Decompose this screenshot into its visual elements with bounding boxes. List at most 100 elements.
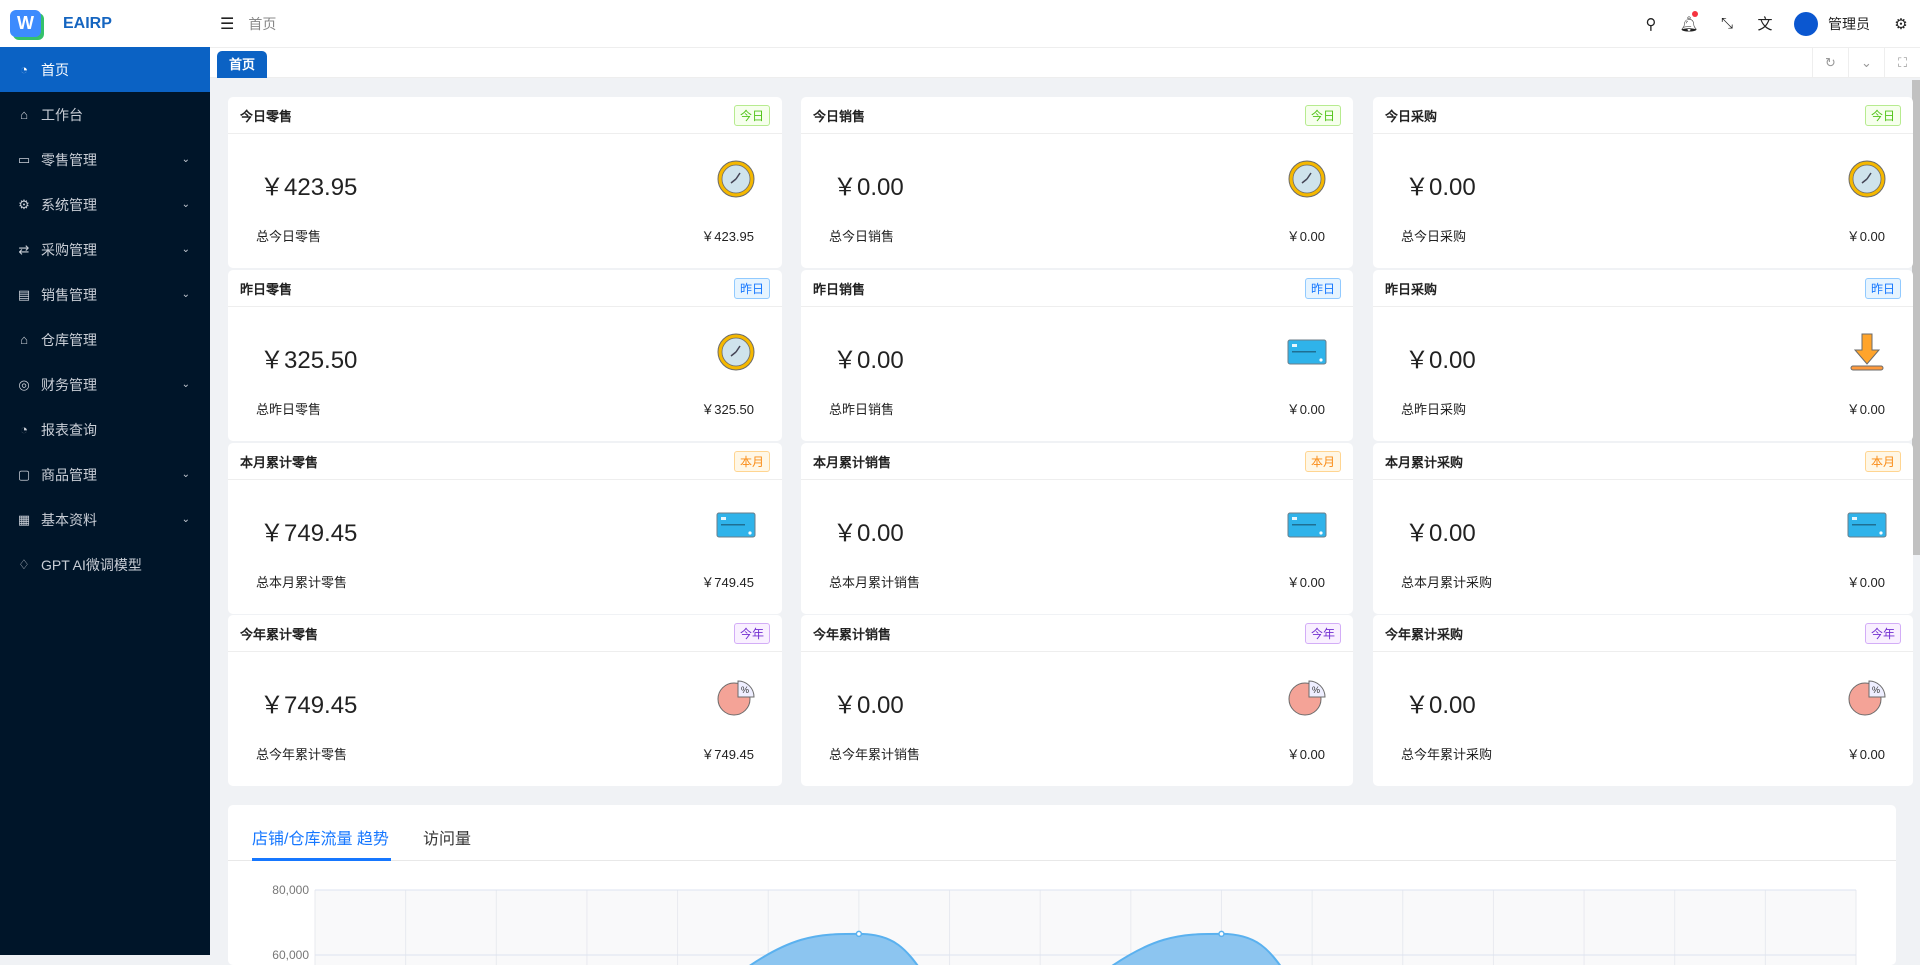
sidebar-item-label: 首页 xyxy=(41,61,69,78)
card-title: 昨日采购 xyxy=(1385,281,1438,297)
card-sub-label: 总今年累计采购 xyxy=(1401,747,1493,762)
stat-card: 本月累计销售 本月 ￥0.00 总本月累计销售 ￥0.00 xyxy=(801,443,1353,614)
swap-icon: ⇄ xyxy=(18,241,30,257)
chart-tab-visits[interactable]: 访问量 xyxy=(423,831,472,848)
card-sub-label: 总昨日采购 xyxy=(1401,402,1467,417)
sidebar-item-8[interactable]: ◔ 报表查询 xyxy=(0,407,210,452)
svg-text:%: % xyxy=(1312,685,1320,695)
y-tick-label: 60,000 xyxy=(272,948,309,962)
shopping-icon: ▢ xyxy=(17,466,31,482)
folder-icon: ▭ xyxy=(17,151,31,167)
reload-icon[interactable]: ↻ xyxy=(1812,48,1848,78)
stat-card: 昨日零售 昨日 ￥325.50 总昨日零售 ￥325.50 xyxy=(228,270,782,441)
area-chart: 80,000 60,000 xyxy=(272,883,1857,965)
chevron-down-icon: ⌄ xyxy=(181,469,190,480)
card-title: 昨日销售 xyxy=(813,281,866,297)
maximize-icon[interactable]: ⛶ xyxy=(1884,48,1920,78)
breadcrumb[interactable]: 首页 xyxy=(248,15,277,32)
card-sub-value: ￥325.50 xyxy=(701,402,754,417)
settings-icon[interactable]: ⚙ xyxy=(1894,15,1908,33)
sidebar-menu: ◔ 首页 ⌂ 工作台 ▭ 零售管理 ⌄ ⚙ 系统管理 ⌄ ⇄ 采购管理 ⌄ ▤ 销售管理 ⌄ ⌂ 仓库管理 ◎ 财务管… xyxy=(0,47,210,587)
card-icon xyxy=(1287,505,1327,545)
chart-tab-traffic[interactable]: 店铺/仓库流量 趋势 xyxy=(252,831,389,848)
sidebar-item-10[interactable]: ▦ 基本资料 ⌄ xyxy=(0,497,210,542)
stat-card: 昨日销售 昨日 ￥0.00 总昨日销售 ￥0.00 xyxy=(801,270,1353,441)
card-amount: ￥0.00 xyxy=(1405,347,1476,374)
period-badge: 昨日 xyxy=(1304,277,1341,299)
tab-home[interactable]: 首页 xyxy=(217,51,268,78)
sidebar-item-1[interactable]: ⌂ 工作台 xyxy=(0,92,210,137)
logo[interactable]: W EAIRP xyxy=(0,0,210,47)
sidebar-item-label: 仓库管理 xyxy=(41,331,97,348)
pie-icon: % xyxy=(1287,677,1327,717)
active-tab-indicator xyxy=(252,858,391,861)
sidebar-item-9[interactable]: ▢ 商品管理 ⌄ xyxy=(0,452,210,497)
user-name[interactable]: 管理员 xyxy=(1828,15,1870,32)
period-badge: 今年 xyxy=(1304,622,1341,644)
sidebar-item-6[interactable]: ⌂ 仓库管理 xyxy=(0,317,210,362)
period-badge: 今日 xyxy=(1304,104,1341,126)
app-name: EAIRP xyxy=(63,14,112,32)
period-badge: 今年 xyxy=(733,622,770,644)
card-sub-label: 总今日零售 xyxy=(256,229,322,244)
sidebar-item-label: 采购管理 xyxy=(41,241,97,258)
sidebar-item-2[interactable]: ▭ 零售管理 ⌄ xyxy=(0,137,210,182)
card-title: 今日零售 xyxy=(240,108,293,124)
card-sub-value: ￥0.00 xyxy=(1286,402,1325,417)
fullscreen-icon[interactable]: ⤡ xyxy=(1720,15,1733,32)
sidebar-item-3[interactable]: ⚙ 系统管理 ⌄ xyxy=(0,182,210,227)
sidebar-item-0[interactable]: ◔ 首页 xyxy=(0,47,210,92)
pie-chart-icon: ◔ xyxy=(20,422,28,437)
tab-bar: 首页 ↻ ⌄ ⛶ xyxy=(210,47,1920,78)
scrollbar[interactable] xyxy=(1912,80,1920,555)
translate-icon[interactable]: 文 xyxy=(1757,16,1773,33)
stat-card: 本月累计采购 本月 ￥0.00 总本月累计采购 ￥0.00 xyxy=(1373,443,1913,614)
stat-card: 今年累计零售 今年 ￥749.45 % 总今年累计零售 ￥749.45 xyxy=(228,615,782,786)
card-amount: ￥0.00 xyxy=(833,347,904,374)
card-icon xyxy=(1847,505,1887,545)
sidebar-item-5[interactable]: ▤ 销售管理 ⌄ xyxy=(0,272,210,317)
sidebar: W EAIRP ◔ 首页 ⌂ 工作台 ▭ 零售管理 ⌄ ⚙ 系统管理 ⌄ ⇄ 采购管理 ⌄ ▤ 销售管理 ⌄ ⌂… xyxy=(0,0,210,955)
card-sub-label: 总昨日销售 xyxy=(829,402,895,417)
gear-icon: ⚙ xyxy=(18,196,30,212)
dashboard-icon: ◔ xyxy=(20,62,28,77)
period-badge: 昨日 xyxy=(733,277,770,299)
card-sub-label: 总本月累计采购 xyxy=(1401,575,1493,590)
card-amount: ￥0.00 xyxy=(1405,520,1476,547)
chevron-down-icon: ⌄ xyxy=(181,199,190,210)
period-badge: 本月 xyxy=(1864,450,1901,472)
chevron-down-icon: ⌄ xyxy=(181,379,190,390)
period-badge: 本月 xyxy=(733,450,770,472)
sidebar-item-4[interactable]: ⇄ 采购管理 ⌄ xyxy=(0,227,210,272)
avatar[interactable] xyxy=(1794,11,1818,36)
menu-fold-icon[interactable]: ☰ xyxy=(220,15,235,33)
card-sub-label: 总今年累计零售 xyxy=(256,747,348,762)
search-icon[interactable]: ⚲ xyxy=(1645,15,1657,33)
sidebar-item-7[interactable]: ◎ 财务管理 ⌄ xyxy=(0,362,210,407)
sidebar-item-label: 零售管理 xyxy=(41,151,97,168)
pie-icon: % xyxy=(716,677,756,717)
period-badge: 今年 xyxy=(1864,622,1901,644)
robot-icon: ♢ xyxy=(18,556,30,572)
card-title: 今年累计销售 xyxy=(813,626,892,642)
header: ☰ 首页 ⚲ 🔔︎ ⤡ 文 管理员 ⚙ xyxy=(210,0,1920,47)
card-amount: ￥0.00 xyxy=(1405,692,1476,719)
chevron-down-icon[interactable]: ⌄ xyxy=(1848,48,1884,78)
card-sub-label: 总本月累计销售 xyxy=(829,575,921,590)
card-sub-label: 总今年累计销售 xyxy=(829,747,921,762)
card-sub-label: 总今日采购 xyxy=(1401,229,1467,244)
stat-card: 今年累计销售 今年 ￥0.00 % 总今年累计销售 ￥0.00 xyxy=(801,615,1353,786)
card-title: 今日采购 xyxy=(1385,108,1438,124)
sidebar-item-label: 财务管理 xyxy=(41,376,97,393)
period-badge: 昨日 xyxy=(1864,277,1901,299)
sidebar-item-11[interactable]: ♢ GPT AI微调模型 xyxy=(0,542,210,587)
card-amount: ￥325.50 xyxy=(260,347,358,374)
chevron-down-icon: ⌄ xyxy=(181,289,190,300)
card-sub-value: ￥0.00 xyxy=(1846,575,1885,590)
money-icon: ◎ xyxy=(18,376,30,392)
card-sub-label: 总昨日零售 xyxy=(256,402,322,417)
data-point xyxy=(855,930,863,938)
chart-card: 店铺/仓库流量 趋势 访问量 80,000 60,000 xyxy=(228,805,1896,965)
bell-icon[interactable]: 🔔︎ xyxy=(1670,10,1708,33)
y-tick-label: 80,000 xyxy=(272,883,309,897)
